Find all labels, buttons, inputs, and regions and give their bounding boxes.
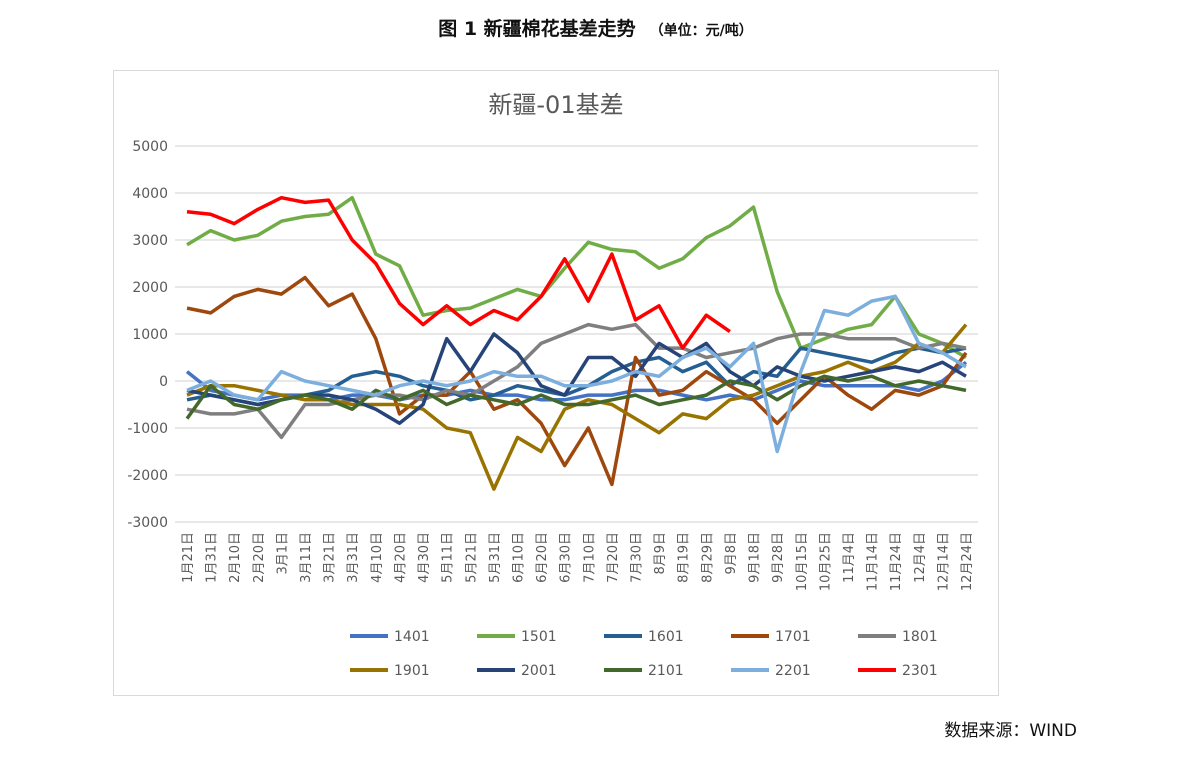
y-tick-label: 2000: [132, 280, 168, 296]
x-tick-label: 5月31日: [488, 532, 503, 583]
x-tick-label: 6月10日: [511, 532, 526, 583]
legend-label: 1901: [394, 663, 430, 679]
data-source: 数据来源：WIND: [944, 721, 1077, 741]
x-tick-label: 1月21日: [181, 532, 196, 583]
x-tick-label: 4月30日: [417, 532, 432, 583]
series-line-1701: [186, 275, 968, 487]
x-tick-label: 10月25日: [818, 532, 833, 591]
y-tick-label: -3000: [127, 515, 168, 531]
legend-label: 2101: [648, 663, 684, 679]
y-tick-label: 3000: [132, 233, 168, 249]
legend-label: 1701: [775, 629, 811, 645]
x-tick-label: 6月30日: [559, 532, 574, 583]
legend-label: 1501: [521, 629, 557, 645]
x-tick-label: 7月10日: [582, 532, 597, 583]
x-tick-label: 11月4日: [842, 532, 857, 583]
y-tick-label: 4000: [132, 186, 168, 202]
legend-label: 1601: [648, 629, 684, 645]
x-tick-label: 8月19日: [677, 532, 692, 583]
series-line-1601: [186, 346, 967, 407]
y-tick-label: 1000: [132, 327, 168, 343]
x-tick-label: 9月28日: [771, 532, 786, 583]
series-line-2101: [185, 374, 967, 420]
x-tick-label: 2月10日: [228, 532, 243, 583]
y-tick-label: -1000: [127, 421, 168, 437]
legend-label: 1801: [902, 629, 938, 645]
x-tick-label: 7月30日: [630, 532, 645, 583]
x-tick-label: 5月11日: [441, 532, 456, 583]
x-tick-label: 3月11日: [299, 532, 314, 583]
x-tick-label: 3月21日: [323, 532, 338, 583]
chart-frame: [113, 70, 999, 696]
y-tick-label: 5000: [132, 139, 168, 155]
x-tick-label: 2月20日: [252, 532, 267, 583]
x-tick-label: 12月14日: [936, 532, 951, 591]
legend-label: 2301: [902, 663, 938, 679]
figure-title: 图 1 新疆棉花基差走势 （单位：元/吨）: [0, 14, 1191, 41]
series-line-2001: [186, 332, 967, 426]
legend-label: 2001: [521, 663, 557, 679]
x-tick-label: 3月1日: [275, 532, 290, 575]
x-tick-label: 8月9日: [653, 532, 668, 575]
figure-unit: （单位：元/吨）: [649, 23, 753, 39]
x-tick-label: 5月21日: [464, 532, 479, 583]
series-line-1501: [186, 195, 967, 360]
x-tick-label: 12月24日: [960, 532, 975, 591]
series-line-1801: [186, 322, 967, 440]
x-tick-label: 8月29日: [700, 532, 715, 583]
x-tick-label: 4月10日: [370, 532, 385, 583]
x-tick-label: 9月8日: [724, 532, 739, 575]
x-tick-label: 7月20日: [606, 532, 621, 583]
x-tick-label: 1月31日: [205, 532, 220, 583]
y-tick-label: -2000: [127, 468, 168, 484]
x-tick-label: 11月14日: [866, 532, 881, 591]
chart-title: 新疆-01基差: [488, 91, 623, 119]
figure-title-text: 图 1 新疆棉花基差走势: [438, 18, 636, 40]
x-tick-label: 6月20日: [535, 532, 550, 583]
x-tick-label: 9月18日: [748, 532, 763, 583]
series-line-2201: [186, 294, 967, 454]
x-tick-label: 3月31日: [346, 532, 361, 583]
x-tick-label: 11月24日: [889, 532, 904, 591]
x-tick-label: 10月15日: [795, 532, 810, 591]
series-line-2301: [186, 195, 731, 350]
legend-label: 2201: [775, 663, 811, 679]
legend-label: 1401: [394, 629, 430, 645]
x-tick-label: 12月4日: [913, 532, 928, 583]
y-tick-label: 0: [159, 374, 168, 390]
x-tick-label: 4月20日: [393, 532, 408, 583]
